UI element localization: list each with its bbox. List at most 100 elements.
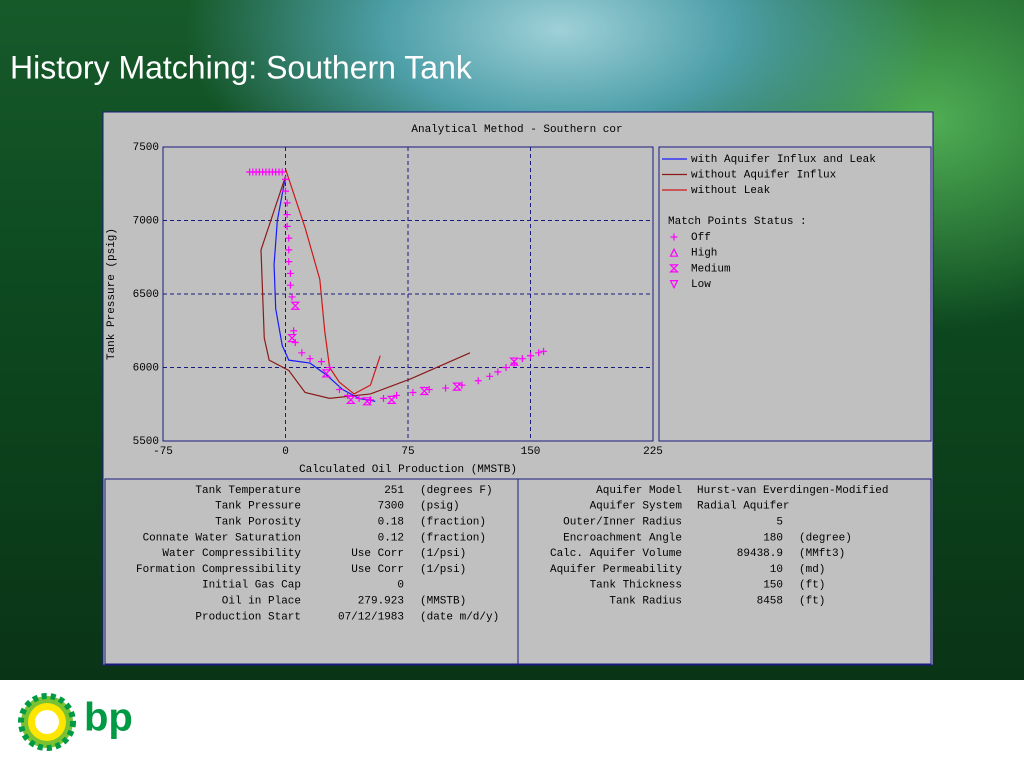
legend-marker: [669, 280, 679, 289]
param-value: 180: [763, 532, 783, 544]
x-axis-label: Calculated Oil Production (MMSTB): [299, 464, 517, 476]
match-point: [282, 175, 289, 183]
match-point: [380, 394, 387, 402]
param-label: Tank Porosity: [215, 517, 301, 529]
match-point: [321, 369, 332, 378]
match-point: [486, 372, 494, 380]
legend-header: Match Points Status :: [668, 216, 807, 228]
legend-label: High: [691, 248, 717, 260]
slide-title: History Matching: Southern Tank: [10, 49, 473, 85]
param-label: Connate Water Saturation: [143, 532, 301, 544]
legend-box: [658, 146, 932, 442]
match-point: [306, 355, 314, 363]
legend-label: without Leak: [691, 185, 771, 197]
param-label: Aquifer System: [590, 501, 683, 513]
match-point: [278, 168, 286, 176]
legend-label: without Aquifer Influx: [691, 169, 837, 181]
param-box: [517, 478, 932, 665]
y-tick-label: 7500: [133, 142, 159, 154]
match-point: [287, 334, 297, 343]
param-value: 07/12/1983: [338, 611, 404, 623]
param-value: Use Corr: [351, 564, 404, 576]
param-unit: (degree): [799, 532, 852, 544]
match-point: [345, 395, 356, 404]
match-point: [355, 394, 363, 402]
match-point: [285, 234, 293, 242]
match-point: [335, 386, 343, 394]
match-point: [386, 395, 397, 404]
match-point: [286, 281, 294, 289]
match-point: [425, 386, 433, 394]
param-unit: (MMft3): [799, 548, 845, 560]
param-label: Tank Thickness: [590, 580, 682, 592]
param-value: 150: [763, 580, 783, 592]
x-tick-label: 150: [521, 446, 541, 458]
param-unit: (MMSTB): [420, 596, 466, 608]
match-point: [290, 301, 301, 310]
footer: [0, 680, 1024, 768]
match-point: [317, 358, 325, 366]
match-point: [393, 391, 401, 399]
param-label: Formation Compressibility: [136, 564, 301, 576]
match-point: [452, 382, 462, 391]
param-label: Water Compressibility: [162, 548, 301, 560]
legend-marker: [669, 247, 679, 257]
param-unit: (degrees F): [420, 485, 493, 497]
param-unit: (fraction): [420, 532, 486, 544]
x-tick-label: -75: [153, 446, 173, 458]
param-value: 7300: [378, 501, 404, 513]
param-label: Tank Temperature: [195, 485, 301, 497]
match-point: [518, 355, 526, 363]
param-value: 279.923: [358, 596, 404, 608]
param-unit: (psig): [420, 501, 460, 513]
param-unit: (1/psi): [420, 564, 466, 576]
match-point: [540, 347, 548, 355]
param-value: 0: [397, 580, 404, 592]
legend-marker: [669, 264, 679, 273]
legend-marker: [670, 233, 678, 241]
bp-logo: [18, 693, 76, 751]
param-value: Radial Aquifer: [697, 501, 789, 513]
y-axis-label: Tank Pressure (psig): [106, 228, 118, 360]
match-point: [419, 386, 430, 396]
match-point: [285, 246, 293, 254]
y-tick-label: 6000: [133, 362, 159, 374]
param-unit: (ft): [799, 596, 825, 608]
match-point: [502, 364, 510, 371]
x-tick-label: 225: [643, 446, 663, 458]
param-label: Tank Radius: [609, 596, 682, 608]
y-tick-label: 6500: [133, 289, 159, 301]
param-unit: (ft): [799, 580, 825, 592]
param-value: 89438.9: [737, 548, 783, 560]
param-label: Aquifer Model: [596, 485, 682, 497]
match-point: [527, 352, 534, 360]
x-tick-label: 75: [401, 446, 414, 458]
x-tick-label: 0: [282, 446, 289, 458]
param-label: Aquifer Permeability: [550, 564, 682, 576]
param-value: 10: [770, 564, 783, 576]
match-point: [344, 391, 352, 399]
match-point: [362, 397, 373, 406]
param-unit: (md): [799, 564, 825, 576]
param-value: Hurst-van Everdingen-Modified: [697, 485, 888, 497]
logo-text: bp: [84, 696, 133, 740]
param-label: Outer/Inner Radius: [563, 517, 682, 529]
param-value: 0.18: [378, 517, 404, 529]
param-value: 8458: [757, 596, 783, 608]
param-value: 0.12: [378, 532, 404, 544]
match-point: [458, 381, 466, 389]
match-point: [290, 327, 298, 335]
param-label: Tank Pressure: [215, 501, 301, 513]
match-point: [298, 349, 306, 357]
match-point: [285, 258, 293, 266]
match-point: [288, 293, 296, 301]
match-point: [535, 349, 543, 357]
param-label: Encroachment Angle: [563, 532, 682, 544]
param-value: 251: [384, 485, 404, 497]
match-point: [291, 339, 299, 347]
match-point: [494, 368, 502, 376]
param-value: Use Corr: [351, 548, 404, 560]
param-label: Production Start: [195, 611, 301, 623]
param-label: Initial Gas Cap: [202, 580, 301, 592]
